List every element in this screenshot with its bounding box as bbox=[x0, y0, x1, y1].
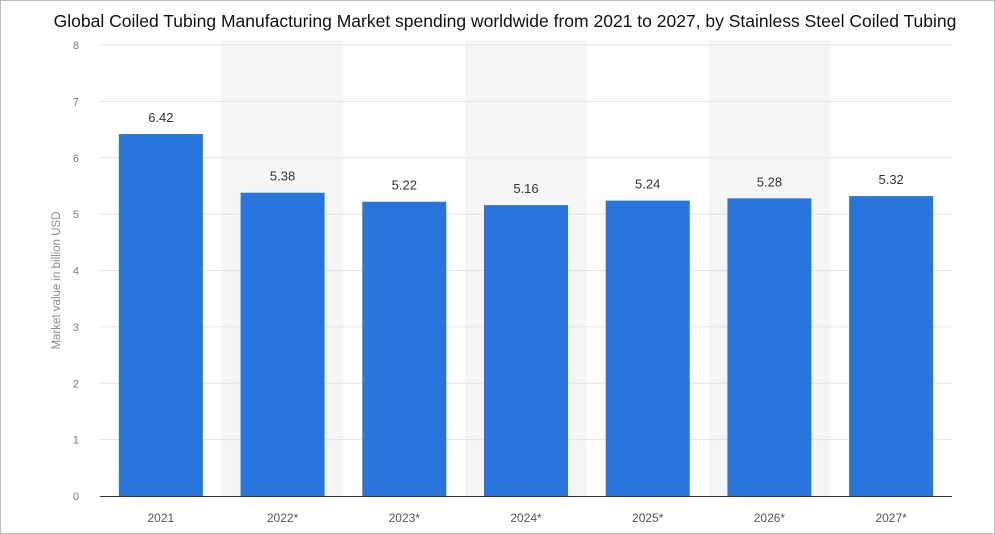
y-tick-label: 8 bbox=[73, 40, 79, 52]
data-label: 5.24 bbox=[635, 177, 660, 192]
data-labels: 6.42 5.38 5.22 5.16 5.24 5.28 5.32 bbox=[148, 110, 904, 196]
y-tick-label: 4 bbox=[73, 266, 79, 278]
x-tick-label: 2023* bbox=[389, 511, 421, 525]
y-tick-label: 0 bbox=[73, 491, 79, 503]
x-tick-label: 2021 bbox=[148, 511, 175, 525]
y-tick-label: 6 bbox=[73, 153, 79, 165]
data-label: 5.38 bbox=[270, 169, 295, 184]
data-label: 5.28 bbox=[757, 174, 782, 189]
y-tick-label: 2 bbox=[73, 378, 79, 390]
y-tick-label: 5 bbox=[73, 209, 79, 221]
y-tick-label: 1 bbox=[73, 435, 79, 447]
bars bbox=[118, 134, 934, 497]
x-tick-label: 2025* bbox=[632, 511, 664, 525]
y-axis-ticks: 0 1 2 3 4 5 6 7 8 bbox=[73, 40, 79, 503]
bar-2025* bbox=[605, 200, 690, 496]
x-tick-label: 2027* bbox=[875, 511, 907, 525]
data-label: 5.22 bbox=[392, 178, 417, 193]
x-tick-label: 2024* bbox=[510, 511, 542, 525]
bar-2024* bbox=[484, 205, 568, 497]
bar-2021 bbox=[118, 134, 203, 496]
bar-2027* bbox=[849, 196, 934, 496]
x-axis-ticks: 2021 2022* 2023* 2024* 2025* 2026* 2027* bbox=[148, 511, 908, 525]
data-label: 5.16 bbox=[513, 181, 538, 196]
y-tick-label: 7 bbox=[73, 96, 79, 108]
x-tick-label: 2022* bbox=[267, 511, 299, 525]
bar-2026* bbox=[727, 198, 812, 496]
data-label: 6.42 bbox=[148, 110, 173, 125]
data-label: 5.32 bbox=[878, 172, 903, 187]
y-tick-label: 3 bbox=[73, 322, 79, 334]
y-axis-label: Market value in billion USD bbox=[51, 211, 63, 349]
bar-2023* bbox=[362, 201, 447, 496]
bar-2022* bbox=[240, 192, 325, 496]
chart-title: Global Coiled Tubing Manufacturing Marke… bbox=[53, 11, 957, 31]
x-tick-label: 2026* bbox=[754, 511, 786, 525]
